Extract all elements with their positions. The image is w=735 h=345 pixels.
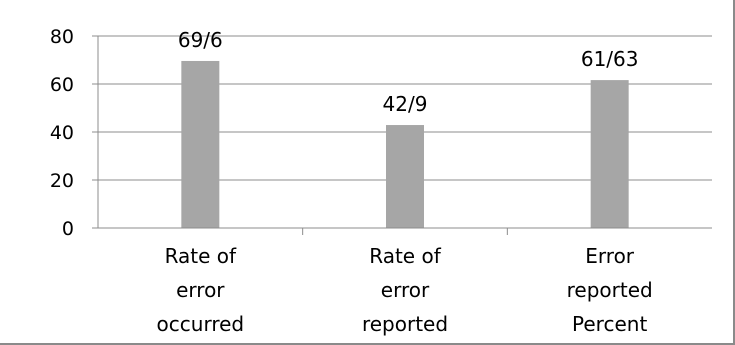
x-category-label: occurred — [157, 312, 245, 336]
y-tick-label: 60 — [50, 74, 74, 96]
x-category-label: reported — [567, 278, 653, 302]
bar — [591, 80, 629, 228]
data-label: 69/6 — [178, 28, 223, 52]
data-label: 42/9 — [383, 92, 428, 116]
y-tick-label: 40 — [50, 122, 74, 144]
bar — [181, 61, 219, 228]
labels: 0 20 40 60 80 69/6 Rate of error occurred 42/9 Rat… — [50, 26, 653, 336]
x-category-label: error — [176, 278, 225, 302]
x-category-label: error — [381, 278, 430, 302]
bars — [181, 61, 628, 228]
x-category-label: Error — [585, 244, 635, 268]
y-tick-label: 80 — [50, 26, 74, 48]
x-category-label: Rate of — [369, 244, 441, 268]
y-tick-label: 0 — [62, 218, 74, 240]
data-label: 61/63 — [581, 47, 639, 71]
x-category-label: reported — [362, 312, 448, 336]
bar — [386, 125, 424, 228]
x-category-label: Percent — [572, 312, 647, 336]
x-category-label: Rate of — [165, 244, 237, 268]
y-tick-label: 20 — [50, 170, 74, 192]
